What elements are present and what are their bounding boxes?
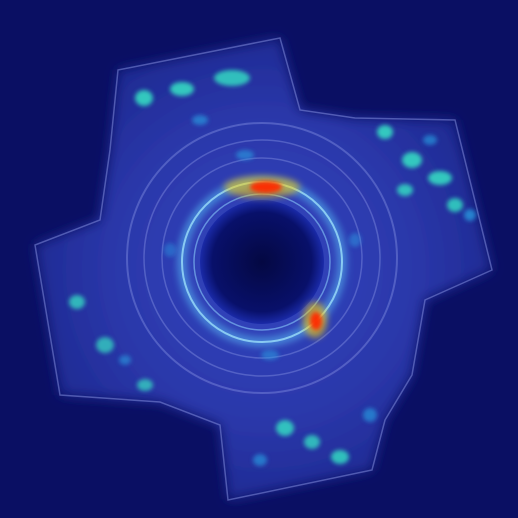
central-bore xyxy=(200,200,324,324)
activation-blobs xyxy=(69,70,476,466)
part-outline xyxy=(34,37,493,501)
hub-rings xyxy=(126,122,398,394)
hotspot-lower-right xyxy=(303,302,327,338)
hotspot-top xyxy=(224,176,300,198)
